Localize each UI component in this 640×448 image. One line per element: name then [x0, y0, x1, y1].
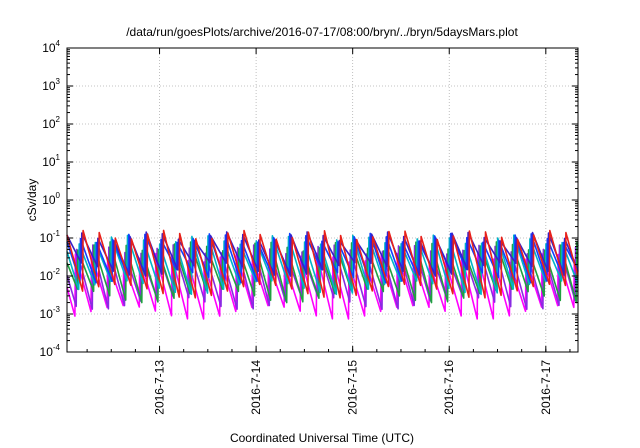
x-tick-label: 2016-7-17 [539, 360, 553, 415]
y-tick-label: 103 [42, 77, 60, 93]
x-axis: 2016-7-13 2016-7-14 2016-7-15 2016-7-16 2016… [86, 48, 571, 415]
y-axis: 10-4 10-3 10-2 10-1 100 101 102 103 104 [40, 39, 578, 359]
series-group [66, 229, 579, 320]
y-axis-label: cSv/day [25, 179, 39, 222]
y-tick-label: 10-4 [40, 343, 61, 359]
x-axis-label: Coordinated Universal Time (UTC) [230, 431, 414, 445]
x-tick-label: 2016-7-13 [153, 360, 167, 415]
grid [67, 47, 578, 353]
y-tick-label: 10-3 [40, 305, 61, 321]
y-tick-label: 10-1 [40, 229, 61, 245]
series-line [66, 229, 579, 299]
x-tick-label: 2016-7-14 [249, 360, 263, 415]
series-line [66, 231, 579, 277]
y-tick-label: 101 [42, 153, 60, 169]
x-tick-label: 2016-7-16 [442, 360, 456, 415]
y-tick-label: 104 [42, 39, 60, 55]
y-tick-label: 102 [42, 115, 60, 131]
chart-title: /data/run/goesPlots/archive/2016-07-17/0… [126, 25, 518, 39]
y-tick-label: 10-2 [40, 267, 61, 283]
y-tick-label: 100 [42, 191, 60, 207]
x-tick-label: 2016-7-15 [346, 360, 360, 415]
